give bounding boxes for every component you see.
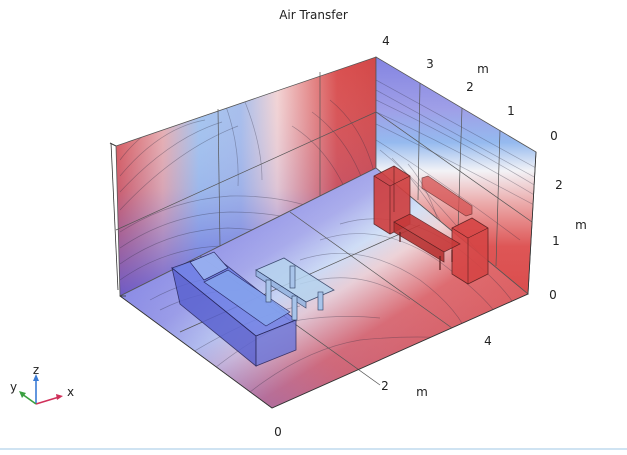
y-tick-2: 2	[466, 80, 474, 94]
bench-object	[393, 175, 473, 270]
orientation-triad: z x y	[10, 363, 74, 405]
z-tick-1: 1	[552, 234, 560, 248]
y-axis-unit: m	[477, 62, 489, 76]
triad-x-label: x	[67, 385, 74, 399]
x-tick-0: 0	[274, 425, 282, 439]
triad-y-axis	[21, 393, 37, 405]
x-tick-2: 2	[381, 379, 389, 393]
plot-title: Air Transfer	[279, 8, 348, 22]
z-axis-tick-labels: 2 1 0 m	[549, 178, 587, 302]
z-axis-unit: m	[575, 218, 587, 232]
back-wall	[115, 56, 377, 297]
triad-y-label: y	[10, 380, 17, 394]
triad-x-axis	[35, 396, 60, 405]
x-axis-unit: m	[416, 385, 428, 399]
y-tick-3: 3	[426, 57, 434, 71]
sofa-object	[171, 251, 297, 367]
y-tick-4: 4	[382, 34, 390, 48]
x-tick-4: 4	[484, 334, 492, 348]
coffee-table-object	[255, 257, 335, 321]
axis-ticks	[109, 142, 537, 409]
y-tick-0: 0	[550, 129, 558, 143]
z-tick-0: 0	[549, 288, 557, 302]
y-tick-1: 1	[507, 104, 515, 118]
back-wall-contours	[119, 89, 375, 281]
back-wall-grid	[115, 72, 377, 247]
y-axis-tick-labels: 4 3 2 1 0 m	[382, 34, 558, 143]
bottom-divider	[0, 448, 627, 450]
x-axis-tick-labels: 0 2 4 m	[274, 334, 492, 439]
triad-z-label: z	[33, 363, 39, 377]
right-wall-grid	[375, 82, 533, 267]
z-tick-2: 2	[555, 178, 563, 192]
cabinet-objects	[373, 165, 489, 285]
